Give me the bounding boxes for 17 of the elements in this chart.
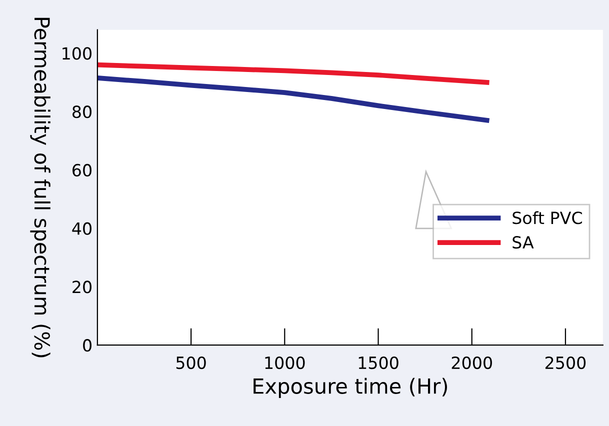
y-axis-title: Permeability of full spectrum (%) xyxy=(30,18,50,358)
x-tick-label: 1000 xyxy=(265,356,305,370)
y-tick-label: 0 xyxy=(83,339,92,352)
x-tick-label: 1500 xyxy=(358,356,398,370)
x-axis-title: Exposure time (Hr) xyxy=(254,378,447,398)
y-tick-label: 40 xyxy=(72,222,92,235)
line-series xyxy=(97,76,490,123)
x-tick-label: 2000 xyxy=(452,356,492,370)
x-tick-label: 2500 xyxy=(545,356,586,370)
y-tick-label: 100 xyxy=(62,47,92,60)
x-tick-label: 500 xyxy=(176,356,206,370)
line-series xyxy=(97,62,490,85)
y-tick-label: 80 xyxy=(72,106,92,118)
y-tick-label: 60 xyxy=(72,164,92,176)
legend-label: Soft PVC xyxy=(512,211,582,224)
legend-label: SA xyxy=(512,236,534,249)
y-tick-label: 20 xyxy=(72,280,92,294)
